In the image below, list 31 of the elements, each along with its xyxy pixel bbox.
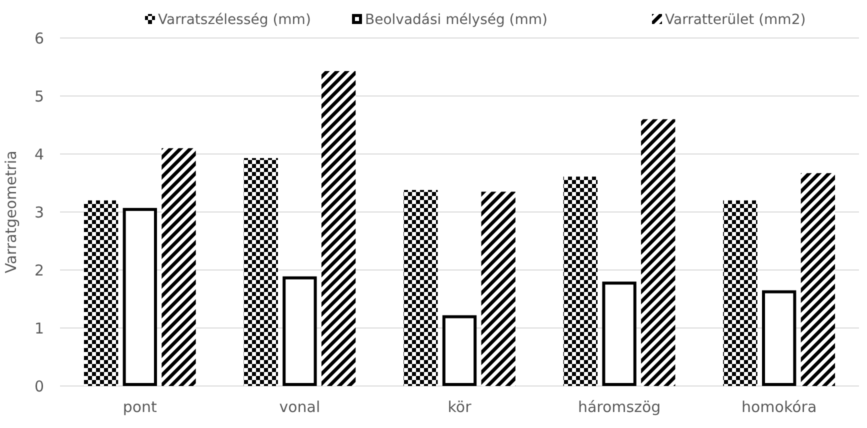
bar	[762, 290, 796, 386]
x-tick-label: homokóra	[742, 398, 817, 416]
legend-label: Varratszélesség (mm)	[158, 12, 311, 28]
bar	[442, 315, 477, 386]
bar	[602, 282, 636, 386]
legend-label: Varratterület (mm2)	[665, 12, 806, 28]
bar	[481, 192, 516, 386]
y-tick-label: 4	[34, 145, 44, 164]
y-tick-label: 6	[34, 29, 44, 48]
y-tick-label: 2	[34, 261, 44, 280]
y-tick-label: 5	[34, 87, 44, 106]
x-tick-label: vonal	[279, 398, 320, 416]
bar	[563, 176, 598, 386]
bar	[641, 119, 676, 386]
y-tick-label: 0	[34, 377, 44, 396]
bar	[723, 200, 758, 386]
legend-label: Beolvadási mélység (mm)	[365, 12, 548, 28]
y-tick-label: 3	[34, 203, 44, 222]
bar	[321, 71, 356, 386]
bar	[800, 173, 836, 386]
x-tick-label: háromszög	[578, 398, 661, 416]
bar	[244, 158, 278, 386]
bar	[162, 148, 196, 386]
bar	[404, 190, 438, 386]
x-tick-label: pont	[122, 398, 158, 416]
bar	[282, 276, 317, 386]
y-axis-title: Varratgeometria	[2, 150, 20, 274]
bar	[122, 208, 157, 386]
x-tick-label: kör	[448, 398, 472, 416]
y-tick-label: 1	[34, 319, 44, 338]
bar	[84, 200, 118, 386]
